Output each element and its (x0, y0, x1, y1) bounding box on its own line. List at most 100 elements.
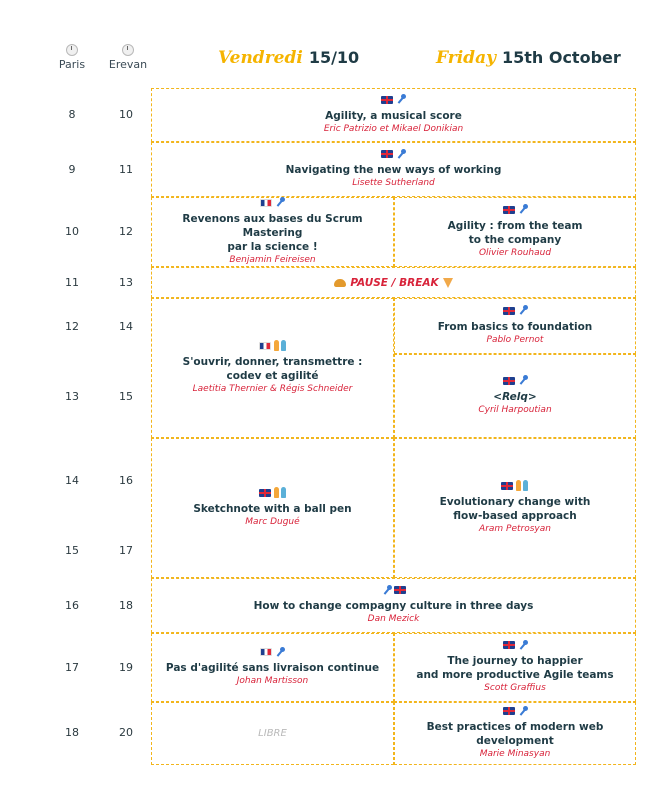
hour-paris: 18 (65, 726, 79, 739)
people-icon (515, 480, 529, 492)
microphone-icon (517, 375, 528, 386)
session-title: From basics to foundation (437, 320, 593, 333)
microphone-icon (517, 705, 528, 717)
session-tags (502, 375, 529, 388)
timezone-label: Erevan (108, 58, 148, 71)
pause-label: PAUSE / BREAK (350, 276, 439, 289)
session-title-line: to the company (468, 233, 562, 246)
hour-paris: 13 (65, 390, 79, 403)
session-sketchnote[interactable]: Sketchnote with a ball pen Marc Dugué (151, 438, 394, 578)
session-tags (380, 148, 407, 162)
session-evolutionary-change[interactable]: Evolutionary change with flow-based appr… (394, 438, 636, 578)
session-title: Agility, a musical score (325, 109, 462, 122)
session-speaker: Scott Graffius (484, 683, 546, 694)
hour-paris: 12 (65, 320, 79, 333)
session-title-line: codev et agilité (226, 369, 319, 382)
session-title-line: S'ouvrir, donner, transmettre : (182, 355, 363, 368)
hour-paris: 16 (65, 599, 79, 612)
uk-flag-icon (502, 306, 515, 315)
pizza-icon (442, 277, 453, 288)
session-tags (259, 197, 286, 210)
hour-erevan: 18 (119, 599, 133, 612)
fr-flag-icon (258, 341, 271, 350)
session-scrum-mastering[interactable]: Revenons aux bases du Scrum Mastering pa… (151, 197, 394, 267)
uk-flag-icon (502, 707, 515, 716)
session-title: Pas d'agilité sans livraison continue (165, 662, 380, 675)
hour-erevan: 17 (119, 544, 133, 557)
libre-label: LIBRE (258, 728, 287, 739)
hour-erevan: 13 (119, 276, 133, 289)
hour-paris: 17 (65, 661, 79, 674)
microphone-icon (517, 204, 528, 215)
fr-flag-icon (260, 198, 272, 207)
day-script: Friday (436, 48, 496, 68)
session-title-line: The journey to happier (447, 655, 583, 668)
session-company-culture[interactable]: How to change compagny culture in three … (151, 578, 636, 633)
session-title-line: Agility : from the team (447, 219, 583, 232)
session-speaker: Pablo Pernot (486, 334, 544, 345)
session-title-line: Revenons aux bases du Scrum Mastering (182, 212, 363, 239)
uk-flag-icon (381, 150, 393, 159)
session-relq[interactable]: <Relq> Cyril Harpoutian (394, 354, 636, 438)
session-tags (502, 705, 529, 719)
session-title-line: Best practices of modern web (426, 721, 604, 734)
session-codev-agilite[interactable]: S'ouvrir, donner, transmettre : codev et… (151, 298, 394, 438)
hour-paris: 9 (68, 163, 76, 176)
uk-flag-icon (502, 205, 515, 214)
microphone-icon (381, 584, 392, 596)
day-script: Vendredi (218, 48, 303, 68)
microphone-icon (395, 148, 406, 160)
session-tags (258, 487, 288, 500)
session-speaker: Cyril Harpoutian (478, 404, 552, 415)
session-speaker: Eric Patrizio et Mikael Donikian (323, 123, 464, 134)
session-title: Navigating the new ways of working (285, 164, 502, 177)
session-tags (258, 340, 288, 353)
session-title-line: par la science ! (227, 240, 318, 253)
hour-erevan: 12 (119, 225, 133, 238)
day-date: 15/10 (308, 48, 360, 67)
croissant-icon (334, 278, 347, 287)
session-speaker: Aram Petrosyan (479, 523, 551, 534)
session-agility-team-company[interactable]: Agility : from the team to the company O… (394, 197, 636, 267)
microphone-icon (274, 197, 285, 208)
session-tags (502, 639, 529, 653)
session-tags (502, 305, 529, 318)
hour-paris: 8 (68, 108, 76, 121)
hour-paris: 14 (65, 474, 79, 487)
hour-paris: 11 (65, 276, 79, 289)
session-speaker: Dan Mezick (367, 614, 420, 625)
session-title: Sketchnote with a ball pen (193, 502, 352, 515)
session-speaker: Laetitia Thernier & Régis Schneider (192, 383, 353, 394)
pause-break-row: PAUSE / BREAK (151, 267, 636, 298)
uk-flag-icon (502, 376, 515, 385)
hour-erevan: 19 (119, 661, 133, 674)
session-basics-foundation[interactable]: From basics to foundation Pablo Pernot (394, 298, 636, 354)
hour-paris: 10 (65, 225, 79, 238)
session-title-line: development (476, 735, 554, 748)
session-livraison-continue[interactable]: Pas d'agilité sans livraison continue Jo… (151, 633, 394, 702)
session-tags (500, 480, 530, 493)
session-title: How to change compagny culture in three … (253, 600, 534, 613)
session-tags (380, 94, 407, 107)
session-happier-agile-teams[interactable]: The journey to happier and more producti… (394, 633, 636, 702)
timezone-paris: Paris (52, 44, 92, 71)
uk-flag-icon (258, 488, 271, 497)
slot-libre: LIBRE (151, 702, 394, 765)
hour-erevan: 14 (119, 320, 133, 333)
microphone-icon (395, 94, 406, 105)
session-title-line: flow-based approach (453, 509, 577, 522)
microphone-icon (517, 305, 528, 316)
people-icon (273, 340, 287, 352)
uk-flag-icon (381, 95, 393, 104)
day-date: 15th October (501, 48, 621, 67)
hour-erevan: 11 (119, 163, 133, 176)
clock-icon (122, 44, 134, 56)
session-web-development[interactable]: Best practices of modern web development… (394, 702, 636, 765)
session-speaker: Marie Minasyan (479, 749, 551, 760)
session-navigating-new-ways[interactable]: Navigating the new ways of working Liset… (151, 142, 636, 197)
session-speaker: Benjamin Feireisen (229, 254, 316, 265)
microphone-icon (517, 639, 528, 651)
hour-erevan: 15 (119, 390, 133, 403)
hour-erevan: 16 (119, 474, 133, 487)
session-agility-musical-score[interactable]: Agility, a musical score Eric Patrizio e… (151, 88, 636, 142)
